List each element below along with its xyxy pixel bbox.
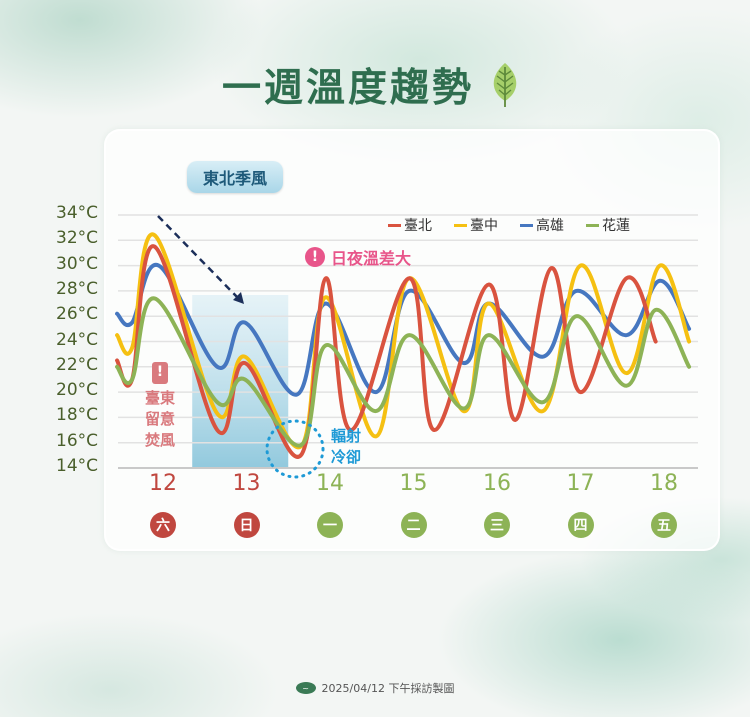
- y-tick-label: 16°C: [56, 430, 99, 451]
- legend-swatch-icon: [520, 223, 533, 227]
- series-line-臺中: [115, 232, 692, 450]
- footer-text: 2025/04/12 下午採訪製圖: [321, 682, 455, 695]
- y-tick-label: 26°C: [56, 304, 99, 325]
- footer: ~ 2025/04/12 下午採訪製圖: [0, 680, 750, 696]
- series-line-花蓮: [115, 296, 692, 448]
- legend-item: 臺北: [388, 215, 432, 235]
- leaf-icon: [493, 63, 517, 107]
- legend-swatch-icon: [586, 223, 599, 227]
- x-tick-label: 18: [650, 471, 678, 496]
- cwa-logo-icon: ~: [295, 682, 316, 694]
- radiative-cooling-circle: [265, 419, 325, 479]
- x-tick-label: 17: [566, 471, 595, 496]
- radiative-cooling-note: 輻射 冷卻: [331, 426, 361, 468]
- y-tick-label: 34°C: [56, 203, 99, 223]
- radiative-line: 冷卻: [331, 448, 362, 466]
- arrowhead-icon: [233, 292, 244, 304]
- y-tick-label: 18°C: [56, 405, 99, 426]
- y-tick-label: 32°C: [56, 228, 99, 249]
- page-title: 一週溫度趨勢: [222, 66, 475, 111]
- legend-swatch-icon: [454, 223, 467, 227]
- weekday-badge: 三: [484, 512, 510, 538]
- foehn-line: 留意: [144, 410, 175, 428]
- y-tick-label: 22°C: [56, 354, 99, 375]
- weekday-badge: 六: [150, 512, 176, 538]
- legend-item: 花蓮: [586, 215, 630, 235]
- weekday-badge: 日: [233, 512, 260, 538]
- radiative-line: 輻射: [331, 427, 362, 445]
- y-tick-label: 30°C: [56, 253, 99, 274]
- x-tick-label: 16: [483, 471, 511, 496]
- y-tick-label: 14°C: [56, 456, 99, 476]
- y-tick-label: 28°C: [56, 278, 99, 299]
- foehn-line: 焚風: [144, 431, 175, 449]
- x-tick-label: 12: [149, 471, 177, 496]
- legend-item: 高雄: [520, 215, 564, 235]
- legend-swatch-icon: [388, 223, 401, 227]
- legend-label: 臺北: [404, 218, 432, 234]
- northeast-monsoon-badge: 東北季風: [187, 161, 283, 193]
- weekday-badge: 一: [317, 512, 343, 538]
- foehn-wind-note: ! 臺東 留意 焚風: [140, 362, 180, 451]
- series-line-臺北: [115, 244, 658, 459]
- legend-label: 花蓮: [602, 218, 630, 234]
- weekday-badge: 四: [567, 512, 594, 538]
- chart-legend: 臺北 臺中 高雄 花蓮: [388, 215, 630, 235]
- x-tick-label: 13: [232, 471, 261, 496]
- weekday-badge: 五: [651, 512, 677, 538]
- legend-item: 臺中: [454, 215, 498, 235]
- alert-text: 日夜溫差大: [331, 249, 412, 268]
- exclamation-icon: !: [305, 247, 325, 267]
- legend-label: 臺中: [470, 218, 498, 234]
- day-night-difference-alert: ! 日夜溫差大: [305, 245, 411, 269]
- weekday-badge: 二: [400, 512, 427, 538]
- title-bar: 一週溫度趨勢: [222, 58, 522, 112]
- foehn-line: 臺東: [144, 389, 175, 407]
- y-tick-label: 20°C: [56, 380, 99, 401]
- x-tick-label: 14: [316, 471, 344, 496]
- warning-icon: !: [152, 362, 168, 384]
- y-tick-label: 24°C: [56, 329, 99, 350]
- series-line-高雄: [115, 263, 692, 397]
- x-tick-label: 15: [399, 471, 428, 496]
- legend-label: 高雄: [536, 218, 564, 234]
